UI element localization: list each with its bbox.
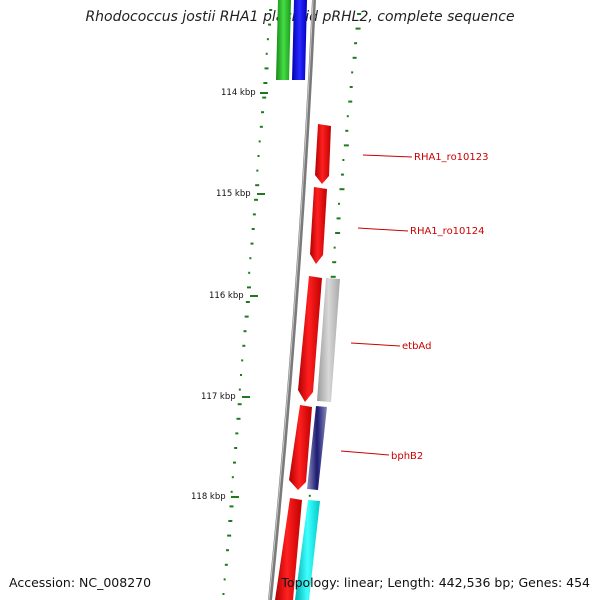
- map-summary-text: Topology: linear; Length: 442,536 bp; Ge…: [281, 575, 590, 590]
- gene-label-bphB2[interactable]: bphB2: [391, 451, 423, 462]
- gene-labels: RHA1_ro10123 RHA1_ro10124 etbAd bphB2: [340, 152, 489, 462]
- gene-red-3: [298, 276, 322, 402]
- scale-tick-label: 116 kbp: [209, 291, 244, 301]
- scale-tick-label: 114 kbp: [221, 88, 256, 98]
- scale-tick-label: 118 kbp: [191, 492, 226, 502]
- gene-green: [276, 0, 291, 80]
- gene-bphB2: [307, 406, 327, 490]
- gene-RHA1_ro10124: [310, 187, 327, 264]
- gene-label-RHA1_ro10124[interactable]: RHA1_ro10124: [410, 226, 485, 237]
- gene-label-etbAd[interactable]: etbAd: [402, 341, 431, 352]
- gene-etbAd: [317, 278, 340, 402]
- gene-red-5: [275, 498, 302, 600]
- gc-track-left: [222, 9, 273, 595]
- gene-red-4: [289, 405, 312, 490]
- scale-tick-label: 117 kbp: [201, 392, 236, 402]
- gene-blue: [292, 0, 307, 80]
- scale-tick-label: 115 kbp: [216, 189, 251, 199]
- gene-label-RHA1_ro10123[interactable]: RHA1_ro10123: [414, 152, 489, 163]
- gene-RHA1_ro10123: [315, 124, 331, 184]
- sequence-backbone-highlight: [268, 0, 314, 600]
- accession-text: Accession: NC_008270: [9, 575, 152, 590]
- gene-cyan: [295, 500, 320, 600]
- sequence-backbone: [268, 0, 316, 600]
- scale-ticks: 114 kbp 115 kbp 116 kbp 117 kbp 118 kbp: [191, 88, 268, 502]
